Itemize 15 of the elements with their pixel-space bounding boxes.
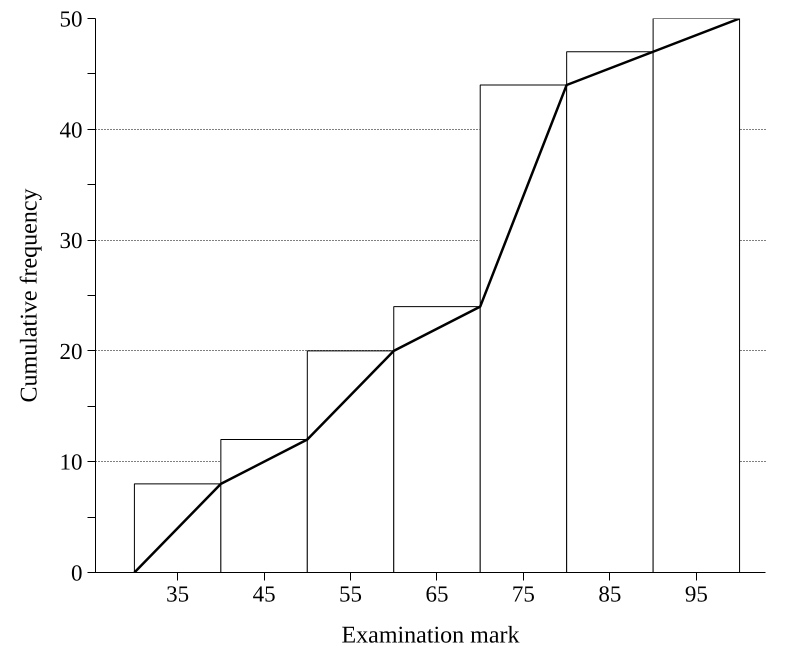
x-tick-label: 55 <box>339 582 362 606</box>
y-tick-label: 40 <box>60 117 82 142</box>
y-tick-label: 30 <box>60 228 82 254</box>
x-tick-label: 45 <box>252 582 276 606</box>
y-tick-label: 50 <box>60 6 82 32</box>
x-tick-label: 75 <box>512 582 535 606</box>
y-axis-title: Cumulative frequency <box>16 188 42 402</box>
y-tick-label: 0 <box>71 560 82 586</box>
x-tick-label: 65 <box>425 582 448 606</box>
x-axis-title: Examination mark <box>342 622 520 648</box>
x-tick-label: 85 <box>598 582 622 606</box>
x-tick-label: 95 <box>684 582 708 606</box>
y-tick-label: 20 <box>60 338 82 364</box>
y-tick-label: 10 <box>60 450 82 475</box>
x-tick-label: 35 <box>166 582 190 606</box>
